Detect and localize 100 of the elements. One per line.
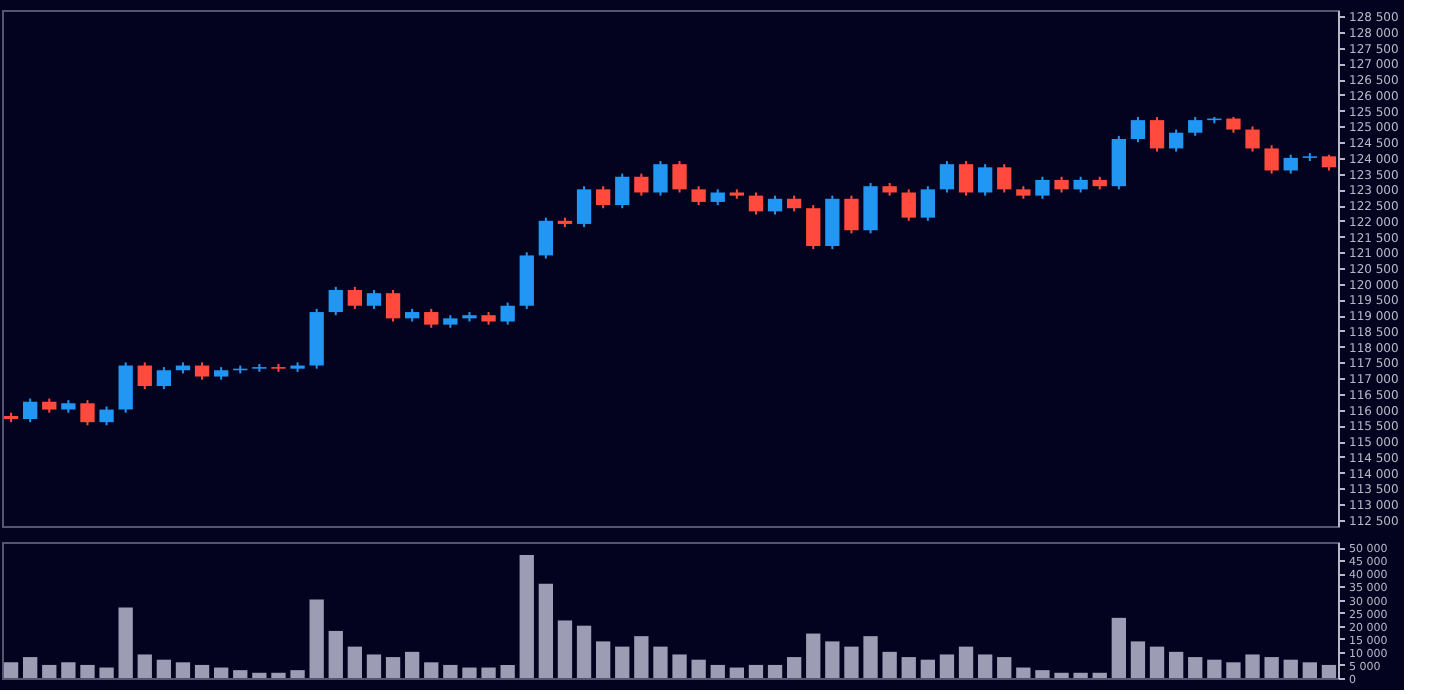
bar	[290, 670, 305, 678]
bar	[23, 657, 38, 678]
bar	[1283, 659, 1298, 678]
bar	[366, 654, 382, 678]
candlestick	[1264, 144, 1279, 175]
bar	[1168, 651, 1184, 678]
candlestick	[1035, 175, 1050, 200]
bar	[920, 659, 935, 678]
bar	[424, 662, 439, 678]
candlestick	[424, 307, 439, 329]
bar	[3, 662, 19, 678]
bar	[1207, 659, 1222, 678]
candlestick	[1168, 128, 1184, 153]
candlestick	[767, 194, 783, 216]
bar	[385, 657, 401, 678]
bar	[214, 667, 229, 678]
candlestick	[366, 289, 382, 310]
bar	[615, 646, 630, 678]
candlestick	[328, 285, 343, 317]
bar	[42, 664, 57, 678]
candlestick	[615, 172, 630, 210]
bar	[1264, 657, 1279, 678]
bar	[786, 657, 802, 678]
candlestick	[958, 160, 974, 197]
candlestick	[23, 397, 38, 424]
candlestick	[691, 185, 706, 207]
candlestick	[844, 194, 859, 235]
bar	[1188, 657, 1203, 678]
candlestick	[595, 185, 611, 210]
bar	[1149, 646, 1165, 678]
bar	[309, 599, 324, 678]
bar	[882, 651, 897, 678]
candlestick	[538, 216, 554, 260]
bar	[710, 664, 725, 678]
bar	[271, 672, 286, 678]
bar	[1111, 617, 1126, 678]
candlestick	[137, 361, 152, 391]
candlestick	[634, 172, 649, 197]
bar	[328, 630, 343, 678]
bar	[519, 555, 534, 678]
candlestick	[576, 185, 592, 229]
candlestick	[653, 160, 668, 197]
bar	[405, 651, 420, 678]
candlestick	[1111, 134, 1126, 191]
bar	[729, 667, 745, 678]
bar	[1035, 670, 1050, 678]
bar	[347, 646, 363, 678]
bar	[939, 654, 955, 678]
bar	[1130, 641, 1146, 678]
bar	[1073, 672, 1088, 678]
bar	[1245, 654, 1260, 678]
bar	[901, 657, 916, 678]
candlestick	[997, 163, 1012, 194]
bar	[844, 646, 859, 678]
bar	[156, 659, 172, 678]
bar	[863, 636, 878, 678]
candlestick	[118, 361, 133, 414]
bar	[595, 641, 611, 678]
candlestick	[1283, 153, 1298, 175]
bar	[500, 664, 515, 678]
candlestick	[1130, 115, 1146, 144]
bar	[997, 657, 1012, 678]
bar	[1092, 672, 1107, 678]
bar	[80, 664, 95, 678]
bar	[557, 620, 573, 678]
bar	[538, 583, 554, 678]
bar	[977, 654, 993, 678]
bar	[691, 659, 706, 678]
bar	[61, 662, 76, 678]
bar	[175, 662, 191, 678]
bar	[576, 625, 592, 678]
bar	[99, 667, 114, 678]
bar	[672, 654, 687, 678]
candlestick	[977, 163, 993, 197]
candlestick	[99, 405, 114, 427]
bar	[233, 670, 248, 678]
bar	[1302, 662, 1317, 678]
candlestick	[1149, 115, 1165, 153]
bar	[118, 607, 133, 678]
candlestick	[1245, 125, 1260, 153]
bar	[1054, 672, 1069, 678]
bar	[748, 664, 764, 678]
candlestick	[806, 204, 821, 251]
candlestick	[825, 194, 840, 251]
candlestick	[939, 160, 955, 194]
bar	[1321, 664, 1337, 678]
bar	[634, 636, 649, 678]
bar	[462, 667, 477, 678]
bar	[653, 646, 668, 678]
candlestick	[920, 185, 935, 222]
bar	[1226, 662, 1241, 678]
bar	[1016, 667, 1031, 678]
bar	[767, 664, 783, 678]
bar	[481, 667, 496, 678]
candlestick	[156, 366, 172, 391]
candlestick	[80, 399, 95, 427]
candlestick	[901, 188, 916, 222]
bar	[443, 664, 458, 678]
candlestick	[385, 289, 401, 323]
bar	[194, 664, 210, 678]
